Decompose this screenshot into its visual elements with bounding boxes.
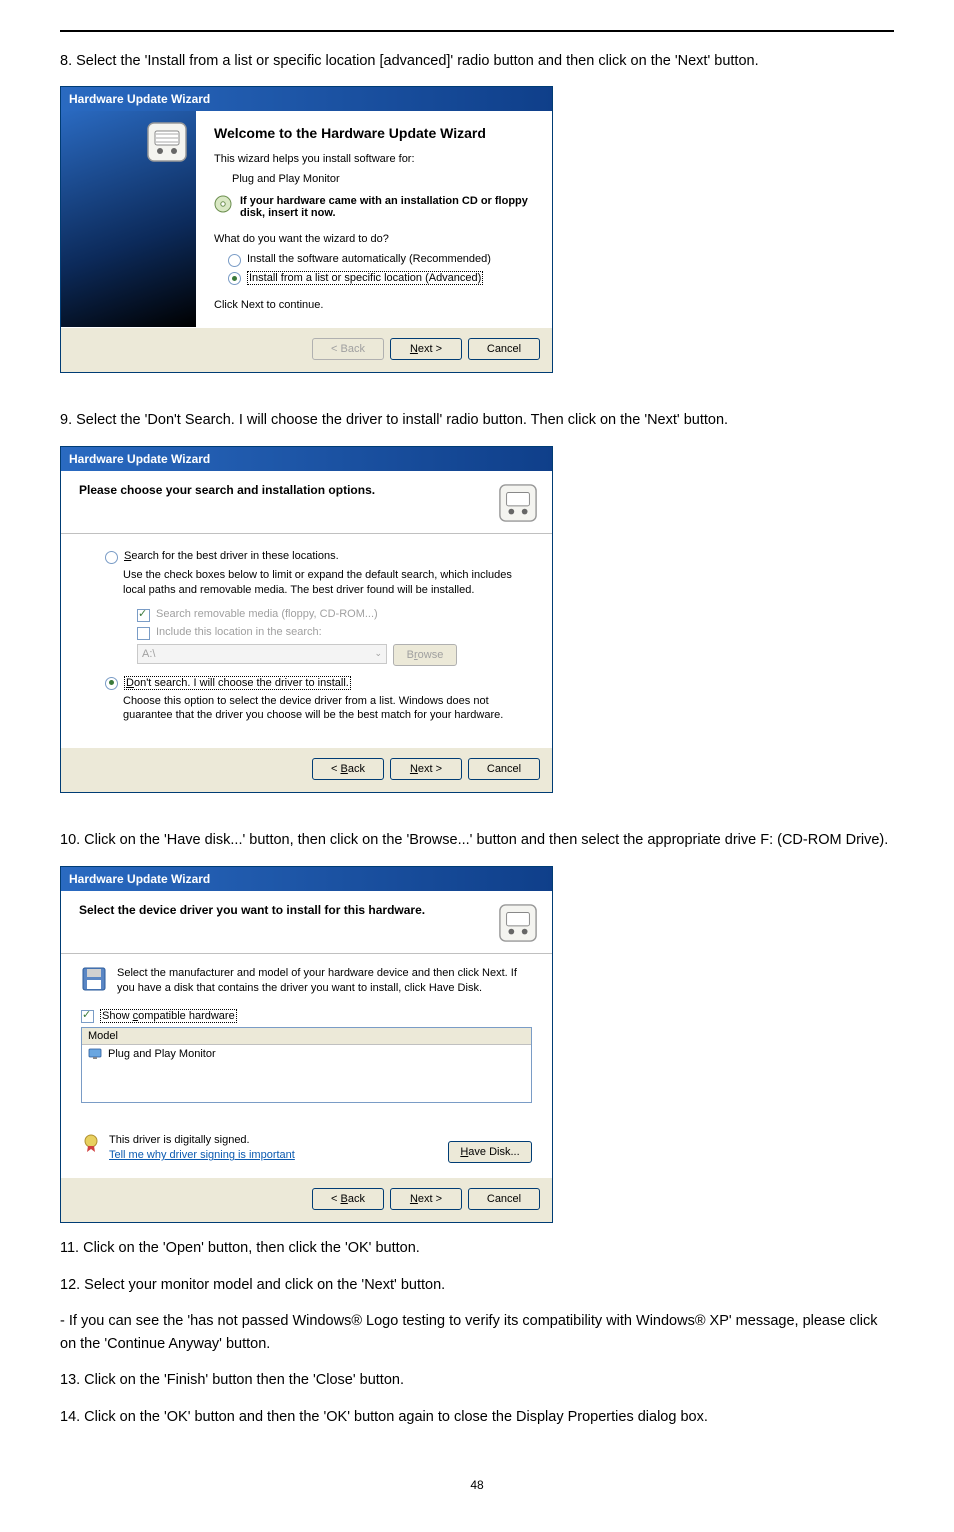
- model-name: Plug and Play Monitor: [108, 1048, 216, 1060]
- click-next-text: Click Next to continue.: [214, 299, 534, 311]
- dialog-buttons: < Back Next > Cancel: [61, 747, 552, 792]
- radio-icon: [228, 254, 241, 267]
- step-10: 10. Click on the 'Have disk...' button, …: [60, 829, 894, 851]
- radio-label: Search for the best driver in these loca…: [124, 550, 339, 562]
- page-number: 48: [60, 1478, 894, 1492]
- wizard-content: Welcome to the Hardware Update Wizard Th…: [214, 111, 552, 327]
- header-title: Select the device driver you want to ins…: [79, 903, 425, 917]
- radio-icon: [105, 677, 118, 690]
- certificate-icon: [81, 1133, 101, 1153]
- radio-label: Don't search. I will choose the driver t…: [124, 676, 351, 690]
- dialog-title: Hardware Update Wizard: [61, 867, 552, 891]
- helps-text: This wizard helps you install software f…: [214, 153, 534, 165]
- column-model: Model: [82, 1028, 531, 1045]
- dialog-title: Hardware Update Wizard: [61, 87, 552, 111]
- check-label: Include this location in the search:: [156, 626, 322, 638]
- dont-search-help: Choose this option to select the device …: [123, 694, 524, 724]
- radio-advanced[interactable]: Install from a list or specific location…: [228, 271, 534, 285]
- dialog-select-driver: Hardware Update Wizard Select the device…: [60, 866, 553, 1223]
- check-removable: Search removable media (floppy, CD-ROM..…: [137, 608, 524, 622]
- hardware-icon: [146, 121, 188, 163]
- cd-icon: [214, 195, 232, 213]
- dialog-body: Welcome to the Hardware Update Wizard Th…: [61, 111, 552, 327]
- cancel-button[interactable]: Cancel: [468, 1188, 540, 1210]
- step-8: 8. Select the 'Install from a list or sp…: [60, 50, 894, 72]
- dialog-welcome: Hardware Update Wizard Welcome to the Ha…: [60, 86, 553, 373]
- wizard-sidebar-image: [61, 111, 196, 327]
- radio-auto[interactable]: Install the software automatically (Reco…: [228, 253, 534, 267]
- search-help: Use the check boxes below to limit or ex…: [123, 568, 524, 598]
- browse-button: Browse: [393, 644, 457, 666]
- radio-search[interactable]: Search for the best driver in these loca…: [105, 550, 524, 564]
- disk-icon: [81, 966, 107, 992]
- next-button[interactable]: Next >: [390, 338, 462, 360]
- what-text: What do you want the wizard to do?: [214, 233, 534, 245]
- step-12: 12. Select your monitor model and click …: [60, 1274, 894, 1296]
- check-label: Show compatible hardware: [100, 1009, 237, 1023]
- cancel-button[interactable]: Cancel: [468, 758, 540, 780]
- step-14: 14. Click on the 'OK' button and then th…: [60, 1406, 894, 1428]
- check-label: Search removable media (floppy, CD-ROM..…: [156, 608, 378, 620]
- step-13: 13. Click on the 'Finish' button then th…: [60, 1369, 894, 1391]
- step-9: 9. Select the 'Don't Search. I will choo…: [60, 409, 894, 431]
- page: 8. Select the 'Install from a list or sp…: [0, 0, 954, 1532]
- list-item[interactable]: Plug and Play Monitor: [82, 1045, 531, 1063]
- help-text: Select the manufacturer and model of you…: [117, 966, 532, 996]
- header-title: Please choose your search and installati…: [79, 483, 375, 497]
- check-include-location: Include this location in the search:: [137, 626, 524, 640]
- device-list[interactable]: Model Plug and Play Monitor: [81, 1027, 532, 1103]
- checkbox-icon: [137, 627, 150, 640]
- cancel-button[interactable]: Cancel: [468, 338, 540, 360]
- path-row: A:\ ⌄ Browse: [137, 644, 524, 666]
- next-button[interactable]: Next >: [390, 758, 462, 780]
- have-disk-row: This driver is digitally signed. Tell me…: [81, 1113, 532, 1163]
- path-input: A:\ ⌄: [137, 644, 387, 664]
- cd-msg: If your hardware came with an installati…: [240, 195, 534, 219]
- radio-label: Install from a list or specific location…: [247, 271, 483, 285]
- monitor-icon: [88, 1048, 102, 1060]
- top-rule: [60, 30, 894, 32]
- back-button[interactable]: < Back: [312, 758, 384, 780]
- device-name: Plug and Play Monitor: [232, 173, 534, 185]
- dialog-title: Hardware Update Wizard: [61, 447, 552, 471]
- radio-icon: [105, 551, 118, 564]
- back-button: < Back: [312, 338, 384, 360]
- checkbox-icon: [137, 609, 150, 622]
- dialog-header: Select the device driver you want to ins…: [61, 891, 552, 954]
- signed-row: This driver is digitally signed. Tell me…: [81, 1133, 295, 1163]
- dropdown-arrow-icon: ⌄: [374, 648, 382, 659]
- dialog-buttons: < Back Next > Cancel: [61, 327, 552, 372]
- radio-label: Install the software automatically (Reco…: [247, 253, 491, 265]
- dialog-main: Select the manufacturer and model of you…: [61, 954, 552, 1177]
- tell-me-link[interactable]: Tell me why driver signing is important: [109, 1148, 295, 1163]
- welcome-title: Welcome to the Hardware Update Wizard: [214, 125, 534, 141]
- hardware-icon: [498, 903, 538, 943]
- radio-dont-search[interactable]: Don't search. I will choose the driver t…: [105, 676, 524, 690]
- check-show-compatible[interactable]: Show compatible hardware: [81, 1009, 532, 1023]
- cd-info-row: If your hardware came with an installati…: [214, 195, 534, 219]
- signed-text: This driver is digitally signed. Tell me…: [109, 1133, 295, 1163]
- help-row: Select the manufacturer and model of you…: [81, 966, 532, 996]
- dialog-search-options: Hardware Update Wizard Please choose you…: [60, 446, 553, 793]
- step-12-note: - If you can see the 'has not passed Win…: [60, 1310, 894, 1355]
- checkbox-icon: [81, 1010, 94, 1023]
- dialog-header: Please choose your search and installati…: [61, 471, 552, 534]
- radio-icon: [228, 272, 241, 285]
- dialog-buttons: < Back Next > Cancel: [61, 1177, 552, 1222]
- next-button[interactable]: Next >: [390, 1188, 462, 1210]
- have-disk-button[interactable]: Have Disk...: [448, 1141, 532, 1163]
- hardware-icon: [498, 483, 538, 523]
- step-11: 11. Click on the 'Open' button, then cli…: [60, 1237, 894, 1259]
- dialog-main: Search for the best driver in these loca…: [61, 534, 552, 747]
- back-button[interactable]: < Back: [312, 1188, 384, 1210]
- signed-label: This driver is digitally signed.: [109, 1133, 295, 1148]
